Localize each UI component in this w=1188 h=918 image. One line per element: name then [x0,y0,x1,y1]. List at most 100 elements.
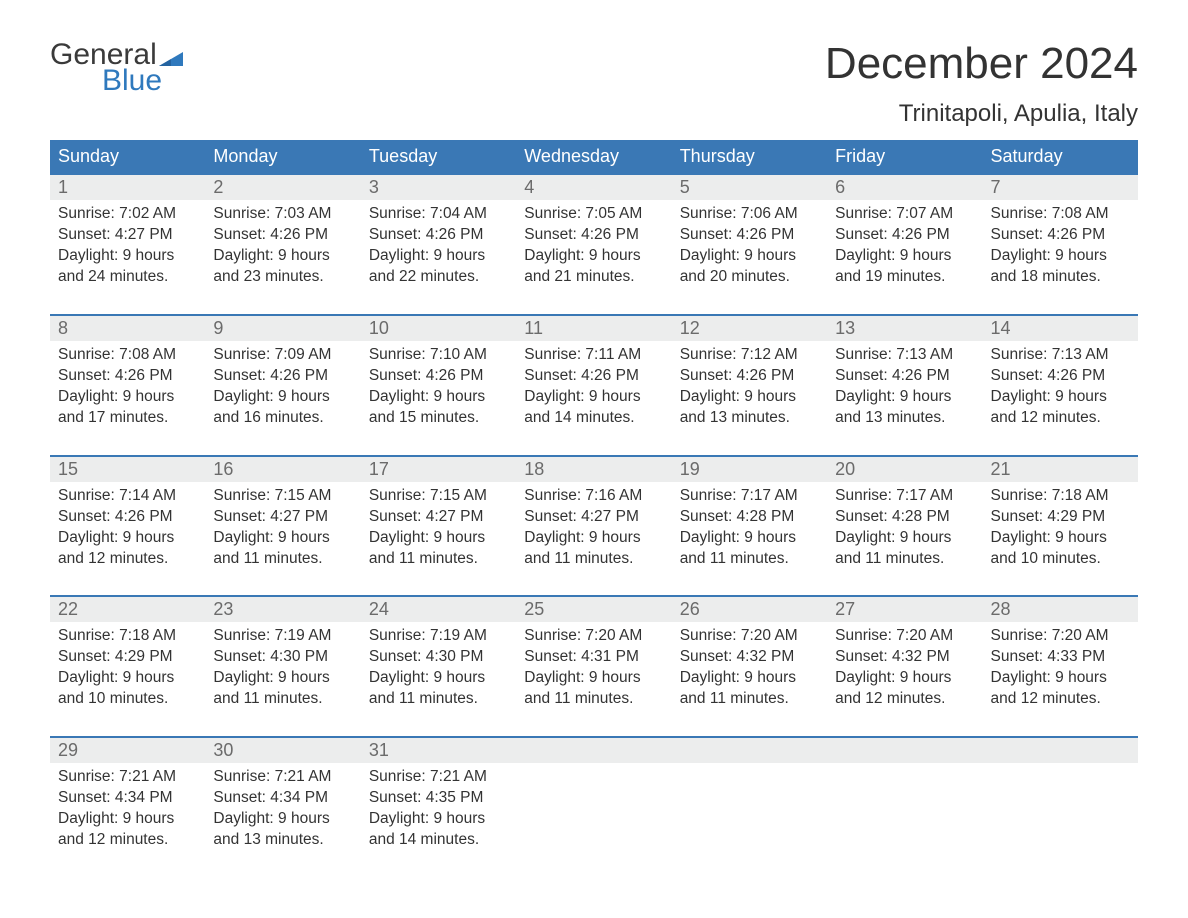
daylight-text-1: Daylight: 9 hours [524,387,663,408]
sunrise-text: Sunrise: 7:10 AM [369,345,508,366]
day-number: 7 [983,175,1138,200]
day-number: 20 [827,457,982,482]
day-cell: Sunrise: 7:17 AMSunset: 4:28 PMDaylight:… [672,482,827,574]
sunrise-text: Sunrise: 7:16 AM [524,486,663,507]
daylight-text-2: and 18 minutes. [991,267,1130,288]
daylight-text-2: and 19 minutes. [835,267,974,288]
daylight-text-1: Daylight: 9 hours [58,809,197,830]
day-cell: Sunrise: 7:21 AMSunset: 4:35 PMDaylight:… [361,763,516,855]
day-number: 15 [50,457,205,482]
sunrise-text: Sunrise: 7:18 AM [991,486,1130,507]
daylight-text-1: Daylight: 9 hours [835,528,974,549]
daylight-text-1: Daylight: 9 hours [58,528,197,549]
day-body-row: Sunrise: 7:14 AMSunset: 4:26 PMDaylight:… [50,482,1138,574]
dow-tuesday: Tuesday [361,140,516,175]
daylight-text-1: Daylight: 9 hours [680,528,819,549]
daylight-text-1: Daylight: 9 hours [991,246,1130,267]
day-cell: Sunrise: 7:08 AMSunset: 4:26 PMDaylight:… [983,200,1138,292]
sunset-text: Sunset: 4:31 PM [524,647,663,668]
daylight-text-2: and 16 minutes. [213,408,352,429]
calendar-week: 15161718192021Sunrise: 7:14 AMSunset: 4:… [50,455,1138,574]
dow-friday: Friday [827,140,982,175]
sunrise-text: Sunrise: 7:20 AM [835,626,974,647]
sunrise-text: Sunrise: 7:21 AM [369,767,508,788]
day-number: 4 [516,175,671,200]
day-number [827,738,982,763]
day-body-row: Sunrise: 7:18 AMSunset: 4:29 PMDaylight:… [50,622,1138,714]
dow-saturday: Saturday [983,140,1138,175]
day-number: 11 [516,316,671,341]
daylight-text-1: Daylight: 9 hours [524,528,663,549]
sunset-text: Sunset: 4:26 PM [524,366,663,387]
sunrise-text: Sunrise: 7:08 AM [991,204,1130,225]
sunset-text: Sunset: 4:32 PM [680,647,819,668]
sunset-text: Sunset: 4:29 PM [991,507,1130,528]
day-number-row: 22232425262728 [50,597,1138,622]
day-number: 13 [827,316,982,341]
day-cell: Sunrise: 7:14 AMSunset: 4:26 PMDaylight:… [50,482,205,574]
daylight-text-1: Daylight: 9 hours [213,809,352,830]
daylight-text-1: Daylight: 9 hours [369,387,508,408]
day-number: 10 [361,316,516,341]
daylight-text-1: Daylight: 9 hours [680,246,819,267]
sunset-text: Sunset: 4:29 PM [58,647,197,668]
sunrise-text: Sunrise: 7:20 AM [680,626,819,647]
sunset-text: Sunset: 4:26 PM [835,225,974,246]
daylight-text-1: Daylight: 9 hours [835,246,974,267]
daylight-text-2: and 13 minutes. [680,408,819,429]
day-number: 29 [50,738,205,763]
sunset-text: Sunset: 4:28 PM [835,507,974,528]
dow-thursday: Thursday [672,140,827,175]
sunset-text: Sunset: 4:26 PM [58,366,197,387]
daylight-text-2: and 23 minutes. [213,267,352,288]
sunrise-text: Sunrise: 7:19 AM [213,626,352,647]
daylight-text-1: Daylight: 9 hours [991,528,1130,549]
day-number: 9 [205,316,360,341]
sunrise-text: Sunrise: 7:17 AM [680,486,819,507]
sunrise-text: Sunrise: 7:19 AM [369,626,508,647]
sunset-text: Sunset: 4:27 PM [213,507,352,528]
day-number: 27 [827,597,982,622]
daylight-text-2: and 12 minutes. [58,830,197,851]
calendar-page: General Blue December 2024 Trinitapoli, … [0,0,1188,905]
day-cell [983,763,1138,855]
day-number: 30 [205,738,360,763]
sunrise-text: Sunrise: 7:13 AM [835,345,974,366]
day-cell: Sunrise: 7:07 AMSunset: 4:26 PMDaylight:… [827,200,982,292]
daylight-text-2: and 11 minutes. [680,549,819,570]
day-cell: Sunrise: 7:17 AMSunset: 4:28 PMDaylight:… [827,482,982,574]
sunset-text: Sunset: 4:35 PM [369,788,508,809]
sunset-text: Sunset: 4:26 PM [524,225,663,246]
day-cell: Sunrise: 7:18 AMSunset: 4:29 PMDaylight:… [50,622,205,714]
day-of-week-header: Sunday Monday Tuesday Wednesday Thursday… [50,140,1138,175]
day-cell: Sunrise: 7:13 AMSunset: 4:26 PMDaylight:… [983,341,1138,433]
sunset-text: Sunset: 4:26 PM [991,225,1130,246]
day-cell: Sunrise: 7:04 AMSunset: 4:26 PMDaylight:… [361,200,516,292]
day-cell: Sunrise: 7:03 AMSunset: 4:26 PMDaylight:… [205,200,360,292]
daylight-text-1: Daylight: 9 hours [524,668,663,689]
sunrise-text: Sunrise: 7:20 AM [524,626,663,647]
daylight-text-2: and 11 minutes. [213,689,352,710]
day-number: 26 [672,597,827,622]
page-header: General Blue December 2024 Trinitapoli, … [50,40,1138,128]
sunrise-text: Sunrise: 7:02 AM [58,204,197,225]
day-number: 24 [361,597,516,622]
sunrise-text: Sunrise: 7:06 AM [680,204,819,225]
sunrise-text: Sunrise: 7:20 AM [991,626,1130,647]
day-cell [516,763,671,855]
daylight-text-2: and 11 minutes. [835,549,974,570]
sunset-text: Sunset: 4:27 PM [524,507,663,528]
daylight-text-1: Daylight: 9 hours [991,387,1130,408]
day-number: 22 [50,597,205,622]
sunset-text: Sunset: 4:28 PM [680,507,819,528]
day-number: 1 [50,175,205,200]
day-number: 25 [516,597,671,622]
day-number-row: 293031 [50,738,1138,763]
day-cell: Sunrise: 7:20 AMSunset: 4:31 PMDaylight:… [516,622,671,714]
day-number-row: 891011121314 [50,316,1138,341]
day-number: 14 [983,316,1138,341]
day-cell: Sunrise: 7:20 AMSunset: 4:33 PMDaylight:… [983,622,1138,714]
day-number [516,738,671,763]
day-number: 5 [672,175,827,200]
daylight-text-1: Daylight: 9 hours [369,668,508,689]
